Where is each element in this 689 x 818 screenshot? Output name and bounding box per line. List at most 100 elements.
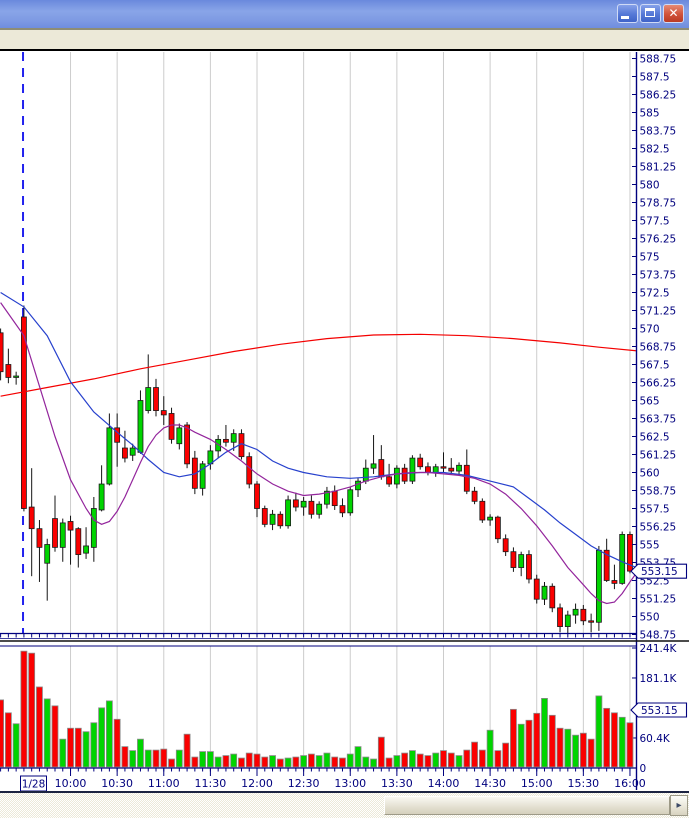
candle-body bbox=[223, 438, 229, 443]
volume-bar bbox=[284, 757, 292, 768]
candle-body bbox=[487, 516, 494, 521]
toolbar-strip bbox=[0, 28, 689, 51]
time-axis-label: 13:30 bbox=[381, 777, 413, 790]
close-icon: ✕ bbox=[668, 6, 679, 20]
price-axis-label: 575 bbox=[640, 251, 660, 263]
volume-bar bbox=[74, 727, 82, 768]
volume-axis-label: 241.4K bbox=[640, 643, 678, 655]
candle-body bbox=[316, 503, 323, 515]
candle-body bbox=[362, 467, 369, 482]
price-axis-label: 583.75 bbox=[640, 125, 677, 137]
volume-bar bbox=[611, 712, 618, 768]
candle-body bbox=[5, 364, 12, 378]
volume-bar bbox=[121, 746, 129, 768]
volume-bar bbox=[199, 751, 207, 768]
volume-bar bbox=[183, 733, 191, 768]
candle-body bbox=[494, 516, 501, 540]
volume-bar bbox=[603, 707, 611, 768]
date-label-box bbox=[20, 775, 47, 791]
volume-bar bbox=[579, 732, 587, 768]
candle-body bbox=[67, 521, 74, 531]
volume-bar bbox=[292, 756, 300, 768]
candle-body bbox=[184, 424, 190, 465]
volume-bar bbox=[385, 757, 393, 768]
candle-body bbox=[230, 433, 237, 443]
candle-body bbox=[106, 427, 113, 485]
candle-body bbox=[52, 518, 58, 548]
volume-bar bbox=[401, 752, 409, 768]
candle-body bbox=[370, 463, 377, 469]
volume-bar bbox=[455, 755, 463, 768]
candle-body bbox=[549, 585, 556, 609]
scrollbar-thumb[interactable] bbox=[384, 796, 670, 815]
volume-bar bbox=[440, 750, 447, 768]
volume-bar bbox=[525, 719, 533, 768]
volume-bar bbox=[478, 749, 486, 768]
candle-body bbox=[588, 620, 595, 623]
candle-body bbox=[199, 463, 206, 489]
volume-bar bbox=[564, 728, 572, 768]
candlestick-volume-chart: 588.75 587.5 586.25 585 583.75 582.5 581.25 580… bbox=[0, 52, 689, 791]
candle-body bbox=[145, 387, 152, 411]
candle-body bbox=[510, 551, 517, 568]
candle-body bbox=[59, 522, 66, 548]
candle-body bbox=[448, 467, 455, 472]
scrollbar-right-button[interactable]: ▸ bbox=[670, 795, 688, 816]
time-axis-label: 15:30 bbox=[567, 777, 599, 790]
minimize-button[interactable] bbox=[617, 4, 638, 23]
volume-bar bbox=[595, 695, 603, 768]
price-axis-label: 580 bbox=[640, 179, 660, 191]
volume-bar bbox=[517, 723, 525, 768]
volume-bar bbox=[424, 755, 432, 768]
candle-body bbox=[580, 608, 587, 622]
candle-body bbox=[331, 490, 338, 507]
window-titlebar[interactable]: ✕ bbox=[0, 0, 689, 28]
time-axis-label: 16:00 bbox=[614, 777, 646, 790]
price-axis-label: 581.25 bbox=[640, 161, 677, 173]
volume-bar bbox=[393, 755, 401, 768]
price-axis-label: 576.25 bbox=[640, 233, 677, 245]
time-axis-label: 12:00 bbox=[241, 777, 273, 790]
volume-bar bbox=[307, 753, 315, 768]
volume-bar bbox=[168, 758, 175, 768]
horizontal-scrollbar[interactable]: ▸ bbox=[0, 791, 689, 818]
volume-bar bbox=[510, 708, 517, 768]
maximize-icon bbox=[645, 8, 655, 17]
candle-body bbox=[160, 410, 167, 416]
volume-pane-last-price-badge bbox=[630, 702, 688, 718]
candle-body bbox=[541, 585, 548, 600]
candle-body bbox=[176, 427, 183, 445]
candle-body bbox=[425, 466, 431, 473]
ma-fast-purple bbox=[0, 302, 637, 605]
volume-axis-label: 0 bbox=[640, 763, 647, 775]
candle-body bbox=[285, 499, 291, 527]
candle-body bbox=[246, 456, 253, 485]
volume-bar bbox=[238, 757, 245, 768]
candle-body bbox=[44, 544, 51, 564]
candle-body bbox=[557, 607, 563, 627]
price-axis-label: 555 bbox=[640, 539, 660, 551]
volume-bar bbox=[533, 712, 541, 768]
candle-body bbox=[471, 490, 478, 502]
candle-body bbox=[324, 490, 330, 505]
price-axis-label: 578.75 bbox=[640, 197, 677, 209]
price-axis-label: 550 bbox=[640, 611, 660, 623]
price-axis-label: 551.25 bbox=[640, 593, 677, 605]
candle-body bbox=[417, 457, 424, 468]
date-label: 1/28 bbox=[22, 779, 46, 791]
candle-body bbox=[28, 506, 35, 530]
volume-bar bbox=[206, 751, 214, 768]
price-axis-label: 558.75 bbox=[640, 485, 677, 497]
time-axis-label: 11:30 bbox=[195, 777, 227, 790]
candle-body bbox=[619, 534, 626, 584]
candle-body bbox=[98, 483, 105, 511]
price-axis-label: 572.5 bbox=[640, 287, 670, 299]
volume-bar bbox=[276, 758, 284, 768]
volume-bar bbox=[12, 723, 20, 768]
close-button[interactable]: ✕ bbox=[663, 4, 684, 23]
candle-body bbox=[168, 413, 175, 440]
volume-bar bbox=[4, 712, 12, 768]
volume-bar bbox=[160, 748, 168, 768]
maximize-button[interactable] bbox=[640, 4, 661, 23]
time-axis-label: 10:30 bbox=[101, 777, 133, 790]
